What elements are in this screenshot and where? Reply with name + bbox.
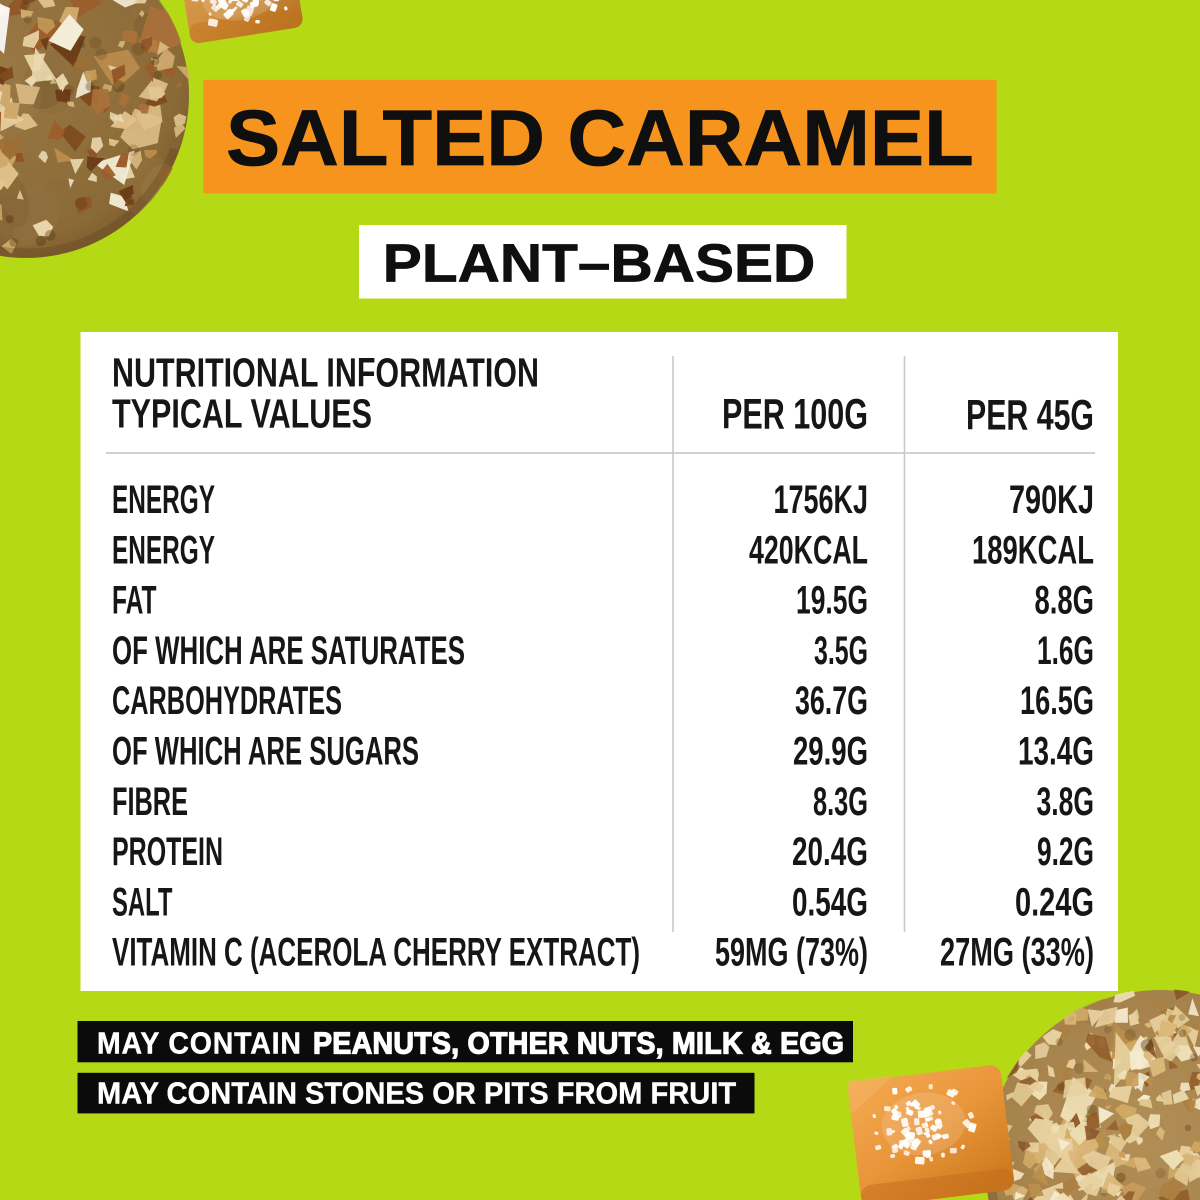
- svg-text:PEANUTS, OTHER NUTS, MILK & E: PEANUTS, OTHER NUTS, MILK & EGG: [313, 1026, 844, 1060]
- svg-text:SALTED CARAMEL: SALTED CARAMEL: [226, 94, 974, 181]
- svg-text:3.5G: 3.5G: [814, 629, 868, 673]
- svg-text:0.54G: 0.54G: [792, 880, 868, 924]
- svg-text:SALT: SALT: [112, 880, 173, 924]
- svg-text:OF WHICH ARE SUGARS: OF WHICH ARE SUGARS: [112, 730, 419, 774]
- svg-text:1.6G: 1.6G: [1037, 629, 1094, 673]
- svg-text:1756KJ: 1756KJ: [774, 478, 869, 522]
- svg-text:MAY CONTAIN STONES OR PITS FRO: MAY CONTAIN STONES OR PITS FROM FRUIT: [97, 1077, 736, 1111]
- svg-text:420KCAL: 420KCAL: [749, 528, 868, 572]
- svg-text:189KCAL: 189KCAL: [972, 528, 1094, 572]
- svg-text:13.4G: 13.4G: [1018, 730, 1094, 774]
- svg-text:PROTEIN: PROTEIN: [112, 830, 223, 874]
- svg-text:20.4G: 20.4G: [792, 830, 868, 874]
- svg-text:59MG (73%): 59MG (73%): [715, 931, 868, 975]
- svg-text:PLANT–BASED: PLANT–BASED: [383, 233, 816, 293]
- svg-text:FIBRE: FIBRE: [112, 780, 188, 824]
- svg-text:36.7G: 36.7G: [795, 679, 868, 723]
- svg-text:790KJ: 790KJ: [1009, 478, 1094, 522]
- svg-text:FAT: FAT: [112, 579, 157, 623]
- svg-text:PER 100G: PER 100G: [722, 391, 868, 439]
- svg-text:8.8G: 8.8G: [1035, 579, 1095, 623]
- svg-text:VITAMIN C (ACEROLA CHERRY EXTR: VITAMIN C (ACEROLA CHERRY EXTRACT): [112, 931, 640, 975]
- svg-text:ENERGY: ENERGY: [112, 478, 215, 522]
- svg-text:CARBOHYDRATES: CARBOHYDRATES: [112, 679, 342, 723]
- svg-text:NUTRITIONAL INFORMATION: NUTRITIONAL INFORMATION: [112, 350, 539, 396]
- svg-text:8.3G: 8.3G: [813, 780, 868, 824]
- svg-text:TYPICAL VALUES: TYPICAL VALUES: [112, 391, 372, 437]
- svg-text:ENERGY: ENERGY: [112, 528, 215, 572]
- svg-text:0.24G: 0.24G: [1015, 880, 1094, 924]
- svg-text:27MG (33%): 27MG (33%): [940, 931, 1094, 975]
- svg-text:OF WHICH ARE SATURATES: OF WHICH ARE SATURATES: [112, 629, 465, 673]
- svg-text:9.2G: 9.2G: [1037, 830, 1094, 874]
- svg-text:19.5G: 19.5G: [796, 579, 868, 623]
- svg-text:29.9G: 29.9G: [793, 730, 868, 774]
- svg-text:3.8G: 3.8G: [1037, 780, 1095, 824]
- svg-text:PER 45G: PER 45G: [966, 392, 1094, 440]
- svg-text:16.5G: 16.5G: [1020, 679, 1094, 723]
- svg-text:MAY CONTAIN: MAY CONTAIN: [97, 1026, 301, 1060]
